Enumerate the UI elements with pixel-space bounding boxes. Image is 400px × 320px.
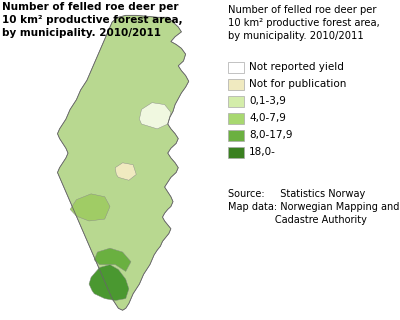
- Text: Map data: Norwegian Mapping and: Map data: Norwegian Mapping and: [228, 202, 399, 212]
- Bar: [228, 95, 244, 107]
- Bar: [228, 147, 244, 157]
- Polygon shape: [94, 248, 131, 271]
- Polygon shape: [89, 265, 129, 300]
- Text: 18,0-: 18,0-: [249, 147, 276, 157]
- Text: Cadastre Authority: Cadastre Authority: [228, 215, 367, 225]
- Text: 8,0-17,9: 8,0-17,9: [249, 130, 292, 140]
- Text: 4,0-7,9: 4,0-7,9: [249, 113, 286, 123]
- Bar: [228, 61, 244, 73]
- Bar: [228, 130, 244, 140]
- Polygon shape: [58, 15, 189, 310]
- Text: Not reported yield: Not reported yield: [249, 62, 344, 72]
- Polygon shape: [115, 163, 136, 180]
- Polygon shape: [140, 103, 171, 129]
- Text: Not for publication: Not for publication: [249, 79, 346, 89]
- Text: 0,1-3,9: 0,1-3,9: [249, 96, 286, 106]
- Bar: [228, 113, 244, 124]
- Polygon shape: [70, 194, 110, 221]
- Text: Number of felled roe deer per
10 km² productive forest area,
by municipality. 20: Number of felled roe deer per 10 km² pro…: [2, 2, 183, 38]
- Bar: [228, 78, 244, 90]
- Text: Source:     Statistics Norway: Source: Statistics Norway: [228, 189, 365, 199]
- Text: Number of felled roe deer per
10 km² productive forest area,
by municipality. 20: Number of felled roe deer per 10 km² pro…: [228, 5, 380, 41]
